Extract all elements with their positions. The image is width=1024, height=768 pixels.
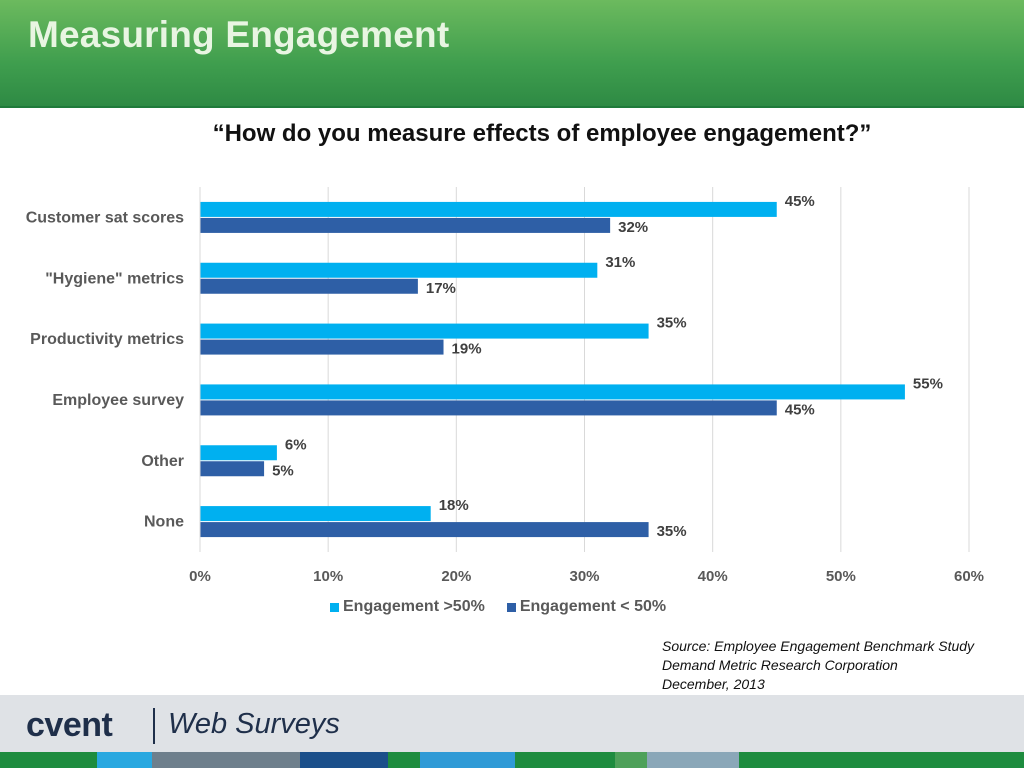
bar-high [200,262,598,278]
data-label: 45% [785,193,815,210]
x-tick-label: 60% [954,568,984,585]
data-label: 31% [605,254,635,271]
x-tick-label: 0% [189,568,211,585]
cvent-logo: cvent [26,706,113,744]
bar-low [200,522,649,538]
legend-item-low: Engagement < 50% [506,598,667,616]
logo-subtitle: Web Surveys [168,708,340,740]
bar-high [200,384,905,400]
source-line-2: Demand Metric Research Corporation [662,657,898,673]
data-label: 35% [657,523,687,540]
stripe-segment [0,752,97,768]
footer-bar [0,695,1024,752]
stripe-segment [152,752,300,768]
footer-color-stripe [0,752,1024,768]
source-line-3: December, 2013 [662,676,765,692]
logo-divider [153,708,155,744]
x-tick-label: 20% [441,568,471,585]
category-label: Other [141,453,184,470]
stripe-segment [515,752,615,768]
x-tick-label: 50% [826,568,856,585]
source-note: Source: Employee Engagement Benchmark St… [662,637,974,694]
chart-legend: Engagement >50% Engagement < 50% [330,598,666,616]
data-label: 19% [452,341,482,358]
legend-swatch-high [330,602,339,612]
stripe-segment [420,752,515,768]
bar-low [200,400,777,416]
legend-label-low: Engagement < 50% [519,598,667,615]
bar-low [200,339,444,355]
stripe-segment [615,752,647,768]
source-line-1: Source: Employee Engagement Benchmark St… [662,638,975,654]
bar-chart: 0% 10% 20% 30% 40% 50% 60% Customer sat scores 4… [26,187,984,585]
legend-swatch-low [506,602,516,612]
data-label: 35% [657,315,687,332]
data-label: 18% [439,497,469,514]
stripe-segment [647,752,739,768]
data-label: 17% [426,280,456,297]
x-tick-label: 30% [569,568,599,585]
chart-question: “How do you measure effects of employee … [212,120,872,147]
stripe-segment [97,752,152,768]
bar-high [200,201,777,217]
bar-high [200,506,431,522]
bar-high [200,445,277,461]
bar-high [200,323,649,339]
bar-low [200,278,418,294]
stripe-segment [739,752,1024,768]
header-banner: Measuring Engagement [0,0,1024,108]
data-label: 32% [618,219,648,236]
page-title: Measuring Engagement [28,14,450,55]
data-label: 5% [272,462,294,479]
legend-label-high: Engagement >50% [343,598,485,615]
category-label: None [144,514,184,531]
data-label: 55% [913,375,943,392]
data-label: 45% [785,401,815,418]
category-label: "Hygiene" metrics [45,270,184,287]
x-tick-label: 10% [313,568,343,585]
data-label: 6% [285,436,307,453]
legend-item-high: Engagement >50% [330,598,485,616]
bar-low [200,461,265,477]
bar-low [200,217,611,233]
category-label: Employee survey [52,392,184,409]
category-label: Productivity metrics [30,331,184,348]
x-tick-label: 40% [698,568,728,585]
stripe-segment [300,752,388,768]
category-label: Customer sat scores [26,209,184,226]
stripe-segment [388,752,420,768]
